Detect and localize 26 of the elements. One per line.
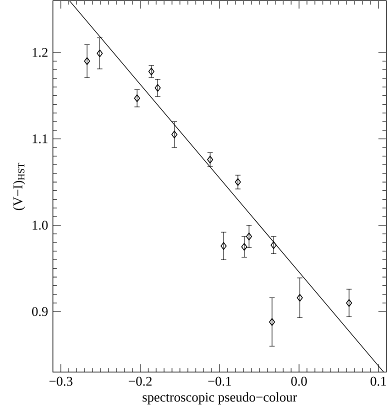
point [84, 57, 90, 65]
point [269, 318, 276, 326]
x-tick-label: −0.2 [128, 376, 152, 386]
x-tick-label: −0.1 [208, 376, 232, 386]
point [207, 156, 214, 164]
point [346, 299, 352, 307]
point [148, 68, 154, 76]
y-tick-label: 0.9 [32, 307, 48, 316]
y-tick-label: 1.2 [32, 48, 48, 57]
point [296, 294, 303, 302]
y-axis-title: (V−I)$_{HST}$ [13, 162, 26, 210]
point [96, 49, 103, 58]
point [270, 241, 277, 249]
y-tick-label: 1.0 [32, 220, 48, 230]
point [235, 178, 242, 186]
x-axis-title: spectroscopic pseudo−colour [142, 392, 298, 404]
x-tick-label: −0.3 [50, 376, 73, 386]
point [220, 242, 227, 250]
point [241, 242, 248, 251]
y-tick-label: 1.1 [32, 134, 48, 144]
point [246, 232, 252, 240]
point [172, 130, 178, 138]
x-tick-label: 0.1 [370, 376, 386, 386]
point [154, 84, 161, 92]
x-tick-label: 0.0 [291, 376, 307, 386]
point [134, 94, 140, 102]
